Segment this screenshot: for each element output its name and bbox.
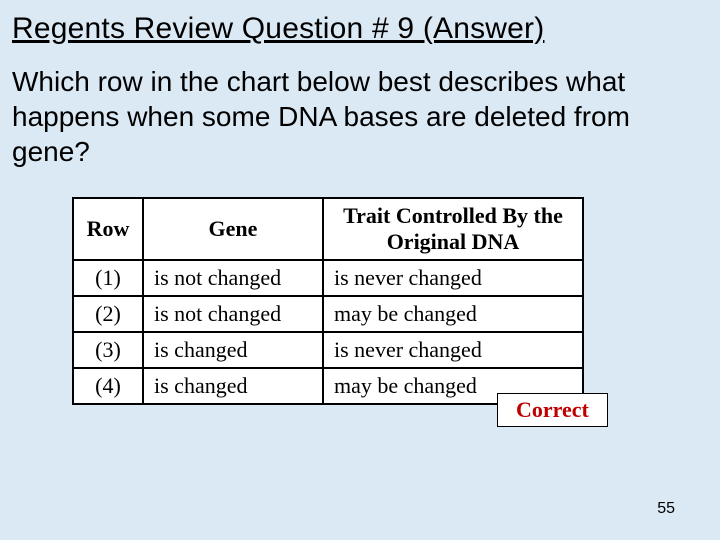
cell-trait: may be changed <box>323 296 583 332</box>
answer-table: Row Gene Trait Controlled By the Origina… <box>72 197 584 405</box>
cell-rownum: (3) <box>73 332 143 368</box>
cell-rownum: (4) <box>73 368 143 404</box>
cell-gene: is not changed <box>143 296 323 332</box>
table-row: (2) is not changed may be changed <box>73 296 583 332</box>
cell-gene: is changed <box>143 368 323 404</box>
correct-label-box: Correct <box>497 393 608 427</box>
answer-table-wrap: Row Gene Trait Controlled By the Origina… <box>72 197 584 405</box>
cell-rownum: (1) <box>73 260 143 296</box>
page-number: 55 <box>657 500 675 518</box>
cell-gene: is changed <box>143 332 323 368</box>
table-row: (1) is not changed is never changed <box>73 260 583 296</box>
cell-trait: is never changed <box>323 260 583 296</box>
col-header-row: Row <box>73 198 143 260</box>
cell-gene: is not changed <box>143 260 323 296</box>
cell-rownum: (2) <box>73 296 143 332</box>
col-header-gene: Gene <box>143 198 323 260</box>
question-text: Which row in the chart below best descri… <box>12 64 708 169</box>
table-header-row: Row Gene Trait Controlled By the Origina… <box>73 198 583 260</box>
cell-trait: is never changed <box>323 332 583 368</box>
table-row: (3) is changed is never changed <box>73 332 583 368</box>
col-header-trait: Trait Controlled By the Original DNA <box>323 198 583 260</box>
correct-label: Correct <box>516 397 589 422</box>
slide-title: Regents Review Question # 9 (Answer) <box>12 12 708 46</box>
